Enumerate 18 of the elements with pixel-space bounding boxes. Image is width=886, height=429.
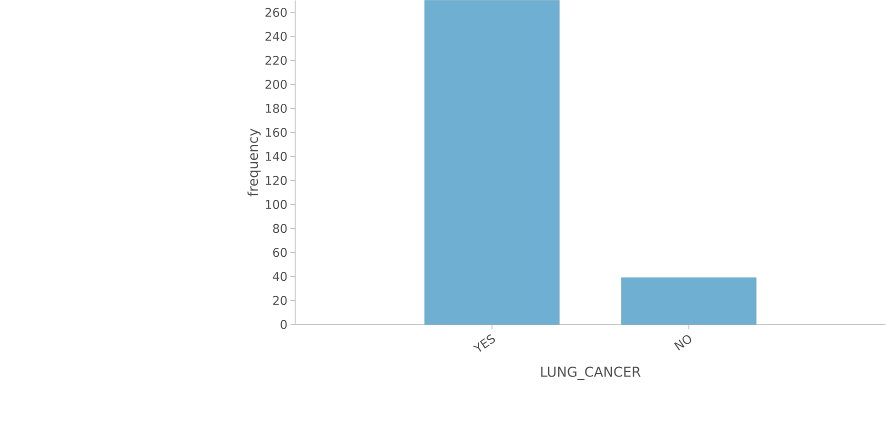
y-tick-label: 20 xyxy=(273,296,287,306)
x-axis-title: LUNG_CANCER xyxy=(541,366,641,380)
y-tick-label: 240 xyxy=(265,32,287,42)
y-tick-label: 260 xyxy=(265,8,287,17)
y-axis-title: frequency xyxy=(247,128,261,196)
y-tick-label: 40 xyxy=(272,272,287,282)
y-tick-label: 180 xyxy=(266,104,287,114)
x-tick-label: YES xyxy=(472,334,496,352)
x-tick-label: NO xyxy=(674,335,692,351)
y-tick-label: 140 xyxy=(266,152,287,162)
y-tick-label: 120 xyxy=(266,176,287,186)
y-tick-label: 60 xyxy=(273,248,287,258)
y-tick-label: 0 xyxy=(280,320,287,330)
y-tick-label: 220 xyxy=(265,56,287,66)
y-tick-label: 160 xyxy=(266,128,287,138)
y-tick-label: 200 xyxy=(265,80,287,90)
y-tick-label: 80 xyxy=(273,224,287,234)
y-tick-label: 100 xyxy=(266,200,287,210)
